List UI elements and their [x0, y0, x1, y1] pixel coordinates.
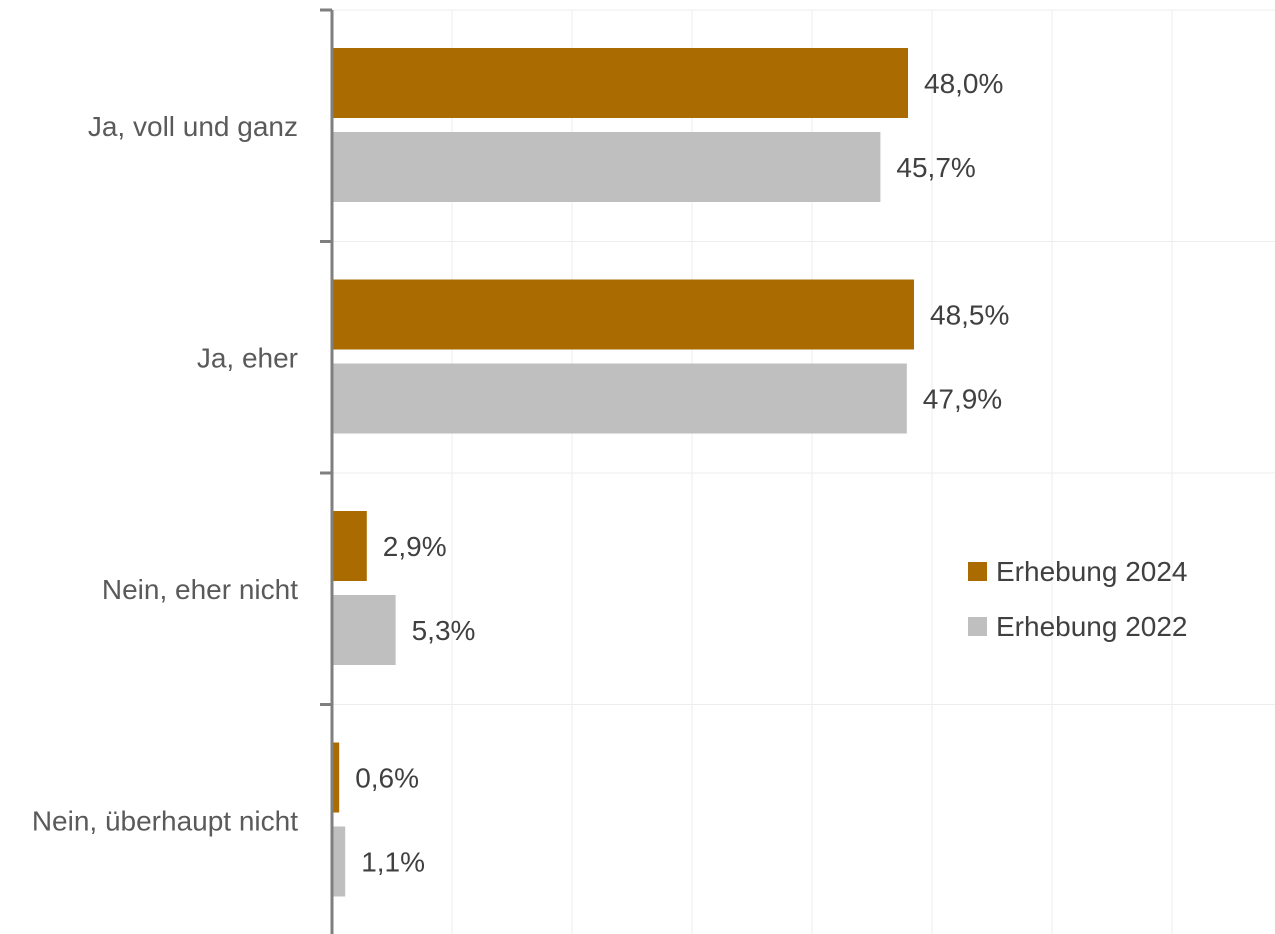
data-labels: 48,0% 48,5% 2,9% 0,6% 45,7% 47,9% 5,3% 1,1% — [355, 68, 1009, 878]
legend-swatch — [968, 562, 987, 581]
bar-series-1 — [332, 511, 367, 581]
bar-series-1 — [332, 279, 914, 350]
bar-series-2 — [332, 826, 346, 897]
legend-label: Erhebung 2022 — [996, 611, 1188, 642]
legend: Erhebung 2024 Erhebung 2022 — [968, 556, 1188, 642]
bar-series-1 — [332, 48, 908, 118]
legend-label: Erhebung 2024 — [996, 556, 1188, 587]
category-axis: Ja, voll und ganz Ja, eher Nein, eher nich… — [32, 8, 334, 934]
data-label: 1,1% — [361, 847, 425, 878]
bar-series-2 — [332, 363, 907, 434]
bars — [332, 48, 914, 897]
data-label: 45,7% — [896, 152, 975, 183]
data-label: 48,5% — [930, 300, 1009, 331]
category-label: Ja, voll und ganz — [88, 111, 298, 142]
data-label: 2,9% — [383, 531, 447, 562]
category-label: Ja, eher — [197, 342, 298, 373]
legend-swatch — [968, 617, 987, 636]
bar-series-2 — [332, 595, 396, 665]
category-label: Nein, überhaupt nicht — [32, 805, 298, 836]
data-label: 0,6% — [355, 763, 419, 794]
bar-series-1 — [332, 742, 340, 813]
data-label: 5,3% — [412, 615, 476, 646]
bar-series-2 — [332, 132, 881, 202]
data-label: 48,0% — [924, 68, 1003, 99]
data-label: 47,9% — [923, 384, 1002, 415]
category-label: Nein, eher nicht — [102, 574, 298, 605]
